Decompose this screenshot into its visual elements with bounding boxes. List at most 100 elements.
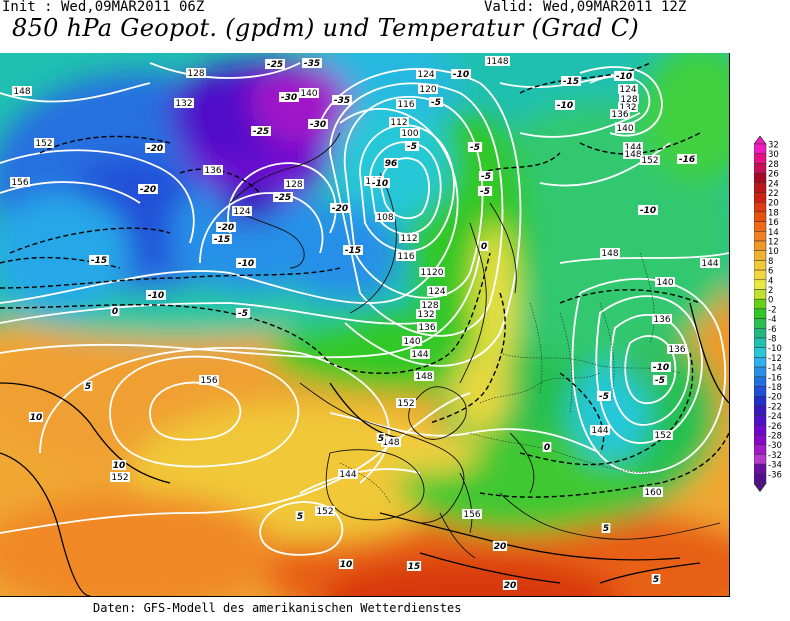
contour-label-bg bbox=[640, 155, 660, 165]
contour-label-bg bbox=[330, 203, 350, 213]
legend-label: 4 bbox=[768, 276, 773, 286]
contour-label: -5 bbox=[481, 172, 491, 182]
legend-label: -34 bbox=[768, 461, 782, 471]
contour-label-bg bbox=[700, 258, 720, 268]
legend-swatch bbox=[754, 425, 767, 436]
contour-label-bg bbox=[618, 102, 638, 112]
contour-label-bg bbox=[667, 344, 687, 354]
contour-label: 144 bbox=[624, 143, 641, 153]
weather-map: 148 152 156 -20 -20 -15 -10 -5 0 128 132 136 -25 -35-… bbox=[0, 53, 730, 597]
legend-arrow-top bbox=[754, 136, 767, 145]
contour-label-bg bbox=[332, 95, 352, 105]
contour-label-bg bbox=[600, 248, 620, 258]
contour-label: -5 bbox=[480, 187, 490, 197]
contour-label-bg bbox=[89, 255, 109, 265]
contour-label-bg bbox=[212, 234, 232, 244]
contour-label-bg bbox=[34, 138, 54, 148]
isobar-line bbox=[519, 112, 641, 138]
legend-swatch bbox=[754, 308, 767, 319]
contour-label-bg bbox=[677, 154, 697, 164]
contour-label: 144 bbox=[591, 426, 608, 436]
contour-label-bg bbox=[542, 442, 552, 452]
legend-label: -10 bbox=[768, 344, 782, 354]
contour-label: -10 bbox=[453, 70, 469, 80]
contour-label: -15 bbox=[214, 235, 230, 245]
contour-label: 112 bbox=[400, 234, 417, 244]
contour-label-bg bbox=[138, 184, 158, 194]
legend-swatch bbox=[754, 240, 767, 251]
legend-swatch bbox=[754, 221, 767, 232]
legend-swatch bbox=[754, 347, 767, 358]
contour-label-bg bbox=[203, 165, 223, 175]
contour-label-bg bbox=[623, 142, 643, 152]
contour-label: 20 bbox=[494, 542, 507, 552]
contour-label: 10 bbox=[113, 461, 126, 471]
legend-label: 0 bbox=[768, 296, 773, 306]
isobar-line bbox=[589, 75, 651, 125]
contour-label: 152 bbox=[654, 431, 671, 441]
contour-label-bg bbox=[590, 425, 610, 435]
contour-label: 10 bbox=[340, 560, 353, 570]
contour-label-bg bbox=[652, 314, 672, 324]
contour-label: -10 bbox=[557, 101, 573, 111]
contour-label: 136 bbox=[418, 323, 435, 333]
contour-label-bg bbox=[375, 212, 395, 222]
contour-label: 112 bbox=[390, 118, 407, 128]
legend-label: -18 bbox=[768, 383, 782, 393]
legend-label: 6 bbox=[768, 267, 773, 277]
coastline bbox=[299, 382, 465, 524]
legend-label: -36 bbox=[768, 470, 782, 480]
contour-label: 136 bbox=[653, 315, 670, 325]
isobar-line bbox=[539, 142, 671, 187]
border-line bbox=[599, 302, 615, 404]
isobar-line bbox=[0, 181, 141, 204]
legend-swatch bbox=[754, 376, 767, 387]
contour-label: 96 bbox=[385, 159, 398, 169]
legend-swatch bbox=[754, 153, 767, 164]
contour-label-bg bbox=[186, 68, 206, 78]
contour-label: -5 bbox=[238, 309, 248, 319]
contour-label: 160 bbox=[644, 488, 661, 498]
legend-swatch bbox=[754, 473, 767, 484]
legend-label: -12 bbox=[768, 354, 782, 364]
contour-label-bg bbox=[315, 506, 335, 516]
contour-label: 152 bbox=[397, 399, 414, 409]
legend-swatch bbox=[754, 444, 767, 455]
contour-label: 144 bbox=[339, 470, 356, 480]
isobar-line bbox=[109, 355, 300, 468]
isobar-line bbox=[0, 252, 481, 359]
contour-label: 132 bbox=[175, 99, 192, 109]
contour-label: 128 bbox=[620, 95, 637, 105]
legend-label: 10 bbox=[768, 247, 779, 257]
contour-label: 0 bbox=[481, 242, 487, 252]
legend-label: -2 bbox=[768, 305, 776, 315]
contour-label-bg bbox=[478, 171, 494, 181]
legend-swatch bbox=[754, 172, 767, 184]
isotherm-line bbox=[519, 352, 694, 466]
contour-label-bg bbox=[462, 509, 482, 519]
isobar-line bbox=[0, 82, 151, 103]
contour-label: -20 bbox=[140, 185, 156, 195]
coastline bbox=[459, 472, 473, 534]
border-line bbox=[479, 372, 601, 404]
border-line bbox=[559, 312, 573, 414]
contour-label-bg bbox=[396, 398, 416, 408]
contour-label: 144 bbox=[411, 350, 428, 360]
contour-label-bg bbox=[381, 437, 401, 447]
contour-label-bg bbox=[396, 251, 416, 261]
contour-label: 5 bbox=[653, 575, 659, 585]
contour-label: 132 bbox=[619, 103, 636, 113]
contour-label-bg bbox=[492, 541, 508, 551]
contour-label: 100 bbox=[401, 129, 418, 139]
coastline bbox=[439, 512, 476, 559]
contour-label-bg bbox=[302, 58, 322, 68]
coastline bbox=[459, 222, 487, 384]
contour-label: 140 bbox=[300, 89, 317, 99]
isotherm-line bbox=[559, 372, 605, 454]
contour-label: 20 bbox=[504, 581, 517, 591]
legend-swatch bbox=[754, 260, 767, 271]
isobar-line bbox=[199, 192, 324, 264]
legend-swatch bbox=[754, 298, 767, 310]
legend-label: 18 bbox=[768, 208, 779, 218]
contour-label-bg bbox=[12, 86, 32, 96]
